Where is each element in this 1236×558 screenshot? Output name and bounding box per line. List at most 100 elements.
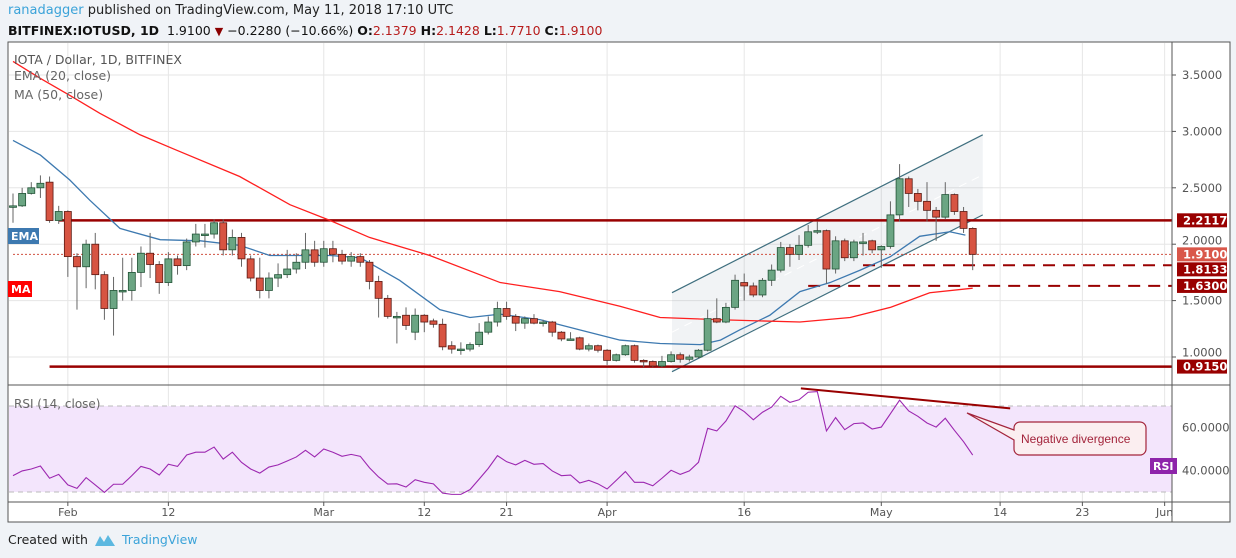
candle-up xyxy=(475,331,484,345)
down-arrow-icon: ▼ xyxy=(214,25,224,38)
price-tick-label: 3.0000 xyxy=(1182,124,1222,138)
candle-down xyxy=(511,315,520,324)
candle-up xyxy=(813,230,822,233)
horizontal-levels xyxy=(13,219,1172,368)
candle-down xyxy=(420,314,429,323)
candle-down xyxy=(950,194,959,212)
time-tick-label: Jun xyxy=(1155,506,1173,519)
candle-up xyxy=(758,279,767,296)
candle-down xyxy=(822,230,831,270)
candle-up xyxy=(319,248,328,263)
low-label: L: xyxy=(483,23,497,38)
author-link[interactable]: ranadagger xyxy=(8,3,84,18)
rsi-band-lines xyxy=(9,405,1172,493)
price-tick-label: 3.5000 xyxy=(1182,68,1222,82)
candle-up xyxy=(265,277,273,291)
rsi-band xyxy=(9,406,1172,492)
ema-legend[interactable]: EMA (20, close) xyxy=(14,68,111,83)
ma-tag xyxy=(8,281,32,297)
candle-up xyxy=(895,178,904,216)
candle-up xyxy=(804,231,813,246)
rsi-tag xyxy=(1150,458,1177,474)
candle-up xyxy=(210,222,218,235)
candle-up xyxy=(182,241,191,267)
candle-down xyxy=(786,247,794,255)
candle-up xyxy=(36,182,45,189)
close-label: C: xyxy=(544,23,559,38)
rsi-tag-label: RSI xyxy=(1153,460,1174,473)
price-tick-label: 2.0000 xyxy=(1182,233,1222,247)
candle-up xyxy=(137,252,145,273)
candle-up xyxy=(941,194,950,218)
candle-up xyxy=(283,268,292,276)
candle-down xyxy=(237,237,246,260)
level-price-tag xyxy=(1177,247,1227,262)
symbol: BITFINEX:IOTUSD, 1D xyxy=(8,23,160,38)
candle-down xyxy=(447,345,456,350)
price-tick-label: 1.5000 xyxy=(1182,294,1222,308)
level-price-tag xyxy=(1177,278,1227,293)
level-price-label: 1.9100 xyxy=(1183,247,1227,261)
candle-up xyxy=(274,274,282,279)
price-change: −0.2280 (−10.66%) xyxy=(227,23,354,38)
candle-up xyxy=(347,256,356,262)
candle-down xyxy=(374,281,383,299)
candle-up xyxy=(82,243,91,268)
candle-down xyxy=(438,323,447,348)
candle-down xyxy=(310,249,319,263)
candle-up xyxy=(539,321,548,324)
level-price-label: 0.9150 xyxy=(1183,360,1227,374)
candle-down xyxy=(630,345,639,361)
time-tick-label: May xyxy=(870,506,893,519)
candle-up xyxy=(584,345,593,350)
candle-up xyxy=(731,279,739,308)
time-tick-label: 21 xyxy=(500,506,514,519)
candle-up xyxy=(612,354,621,361)
candle-up xyxy=(795,244,803,255)
candle-down xyxy=(246,258,255,279)
candle-down xyxy=(968,228,977,255)
level-price-tag xyxy=(1177,213,1227,228)
candle-down xyxy=(219,222,228,251)
level-price-label: 2.2117 xyxy=(1183,213,1227,227)
candle-down xyxy=(91,243,100,276)
candle-down xyxy=(913,193,922,202)
ma-legend[interactable]: MA (50, close) xyxy=(14,87,103,102)
negative-divergence-callout: Negative divergence xyxy=(966,412,1147,456)
candle-up xyxy=(621,345,630,356)
low-value: 1.7710 xyxy=(496,23,541,38)
candle-down xyxy=(557,331,566,340)
candle-up xyxy=(109,290,118,309)
ema-tag xyxy=(8,228,39,244)
candle-down xyxy=(639,359,648,363)
price-tick-label: 1.0000 xyxy=(1182,346,1222,360)
ma-line xyxy=(12,60,973,323)
candle-up xyxy=(127,271,136,291)
candle-up xyxy=(831,240,840,270)
candle-up xyxy=(484,321,493,333)
rsi-legend[interactable]: RSI (14, close) xyxy=(14,397,100,411)
candle-down xyxy=(365,261,374,282)
level-price-label: 1.6300 xyxy=(1183,279,1227,293)
level-price-tag xyxy=(1177,359,1227,374)
ema-tag-label: EMA xyxy=(11,230,38,243)
candle-up xyxy=(201,233,209,236)
candle-up xyxy=(859,241,867,244)
candle-up xyxy=(228,237,237,251)
axes[interactable]: Feb 12 Mar 12 21 Apr 16 May 14 23 Jun 3.5000 3.0000 2… xyxy=(58,68,1229,519)
candle-down xyxy=(73,256,81,268)
symbol-info: BITFINEX:IOTUSD, 1D 1.9100 ▼ −0.2280 (−1… xyxy=(8,23,602,38)
time-tick-label: Feb xyxy=(58,506,77,519)
candle-down xyxy=(429,320,438,325)
candle-up xyxy=(493,308,502,323)
candle-down xyxy=(840,240,849,259)
candle-down xyxy=(328,248,337,255)
candle-down xyxy=(923,200,931,211)
candle-up xyxy=(292,261,301,270)
candle-down xyxy=(603,349,611,361)
candle-up xyxy=(767,269,776,281)
rsi-series xyxy=(12,391,974,495)
candle-down xyxy=(100,274,109,309)
tradingview-link[interactable]: TradingView xyxy=(121,532,198,547)
